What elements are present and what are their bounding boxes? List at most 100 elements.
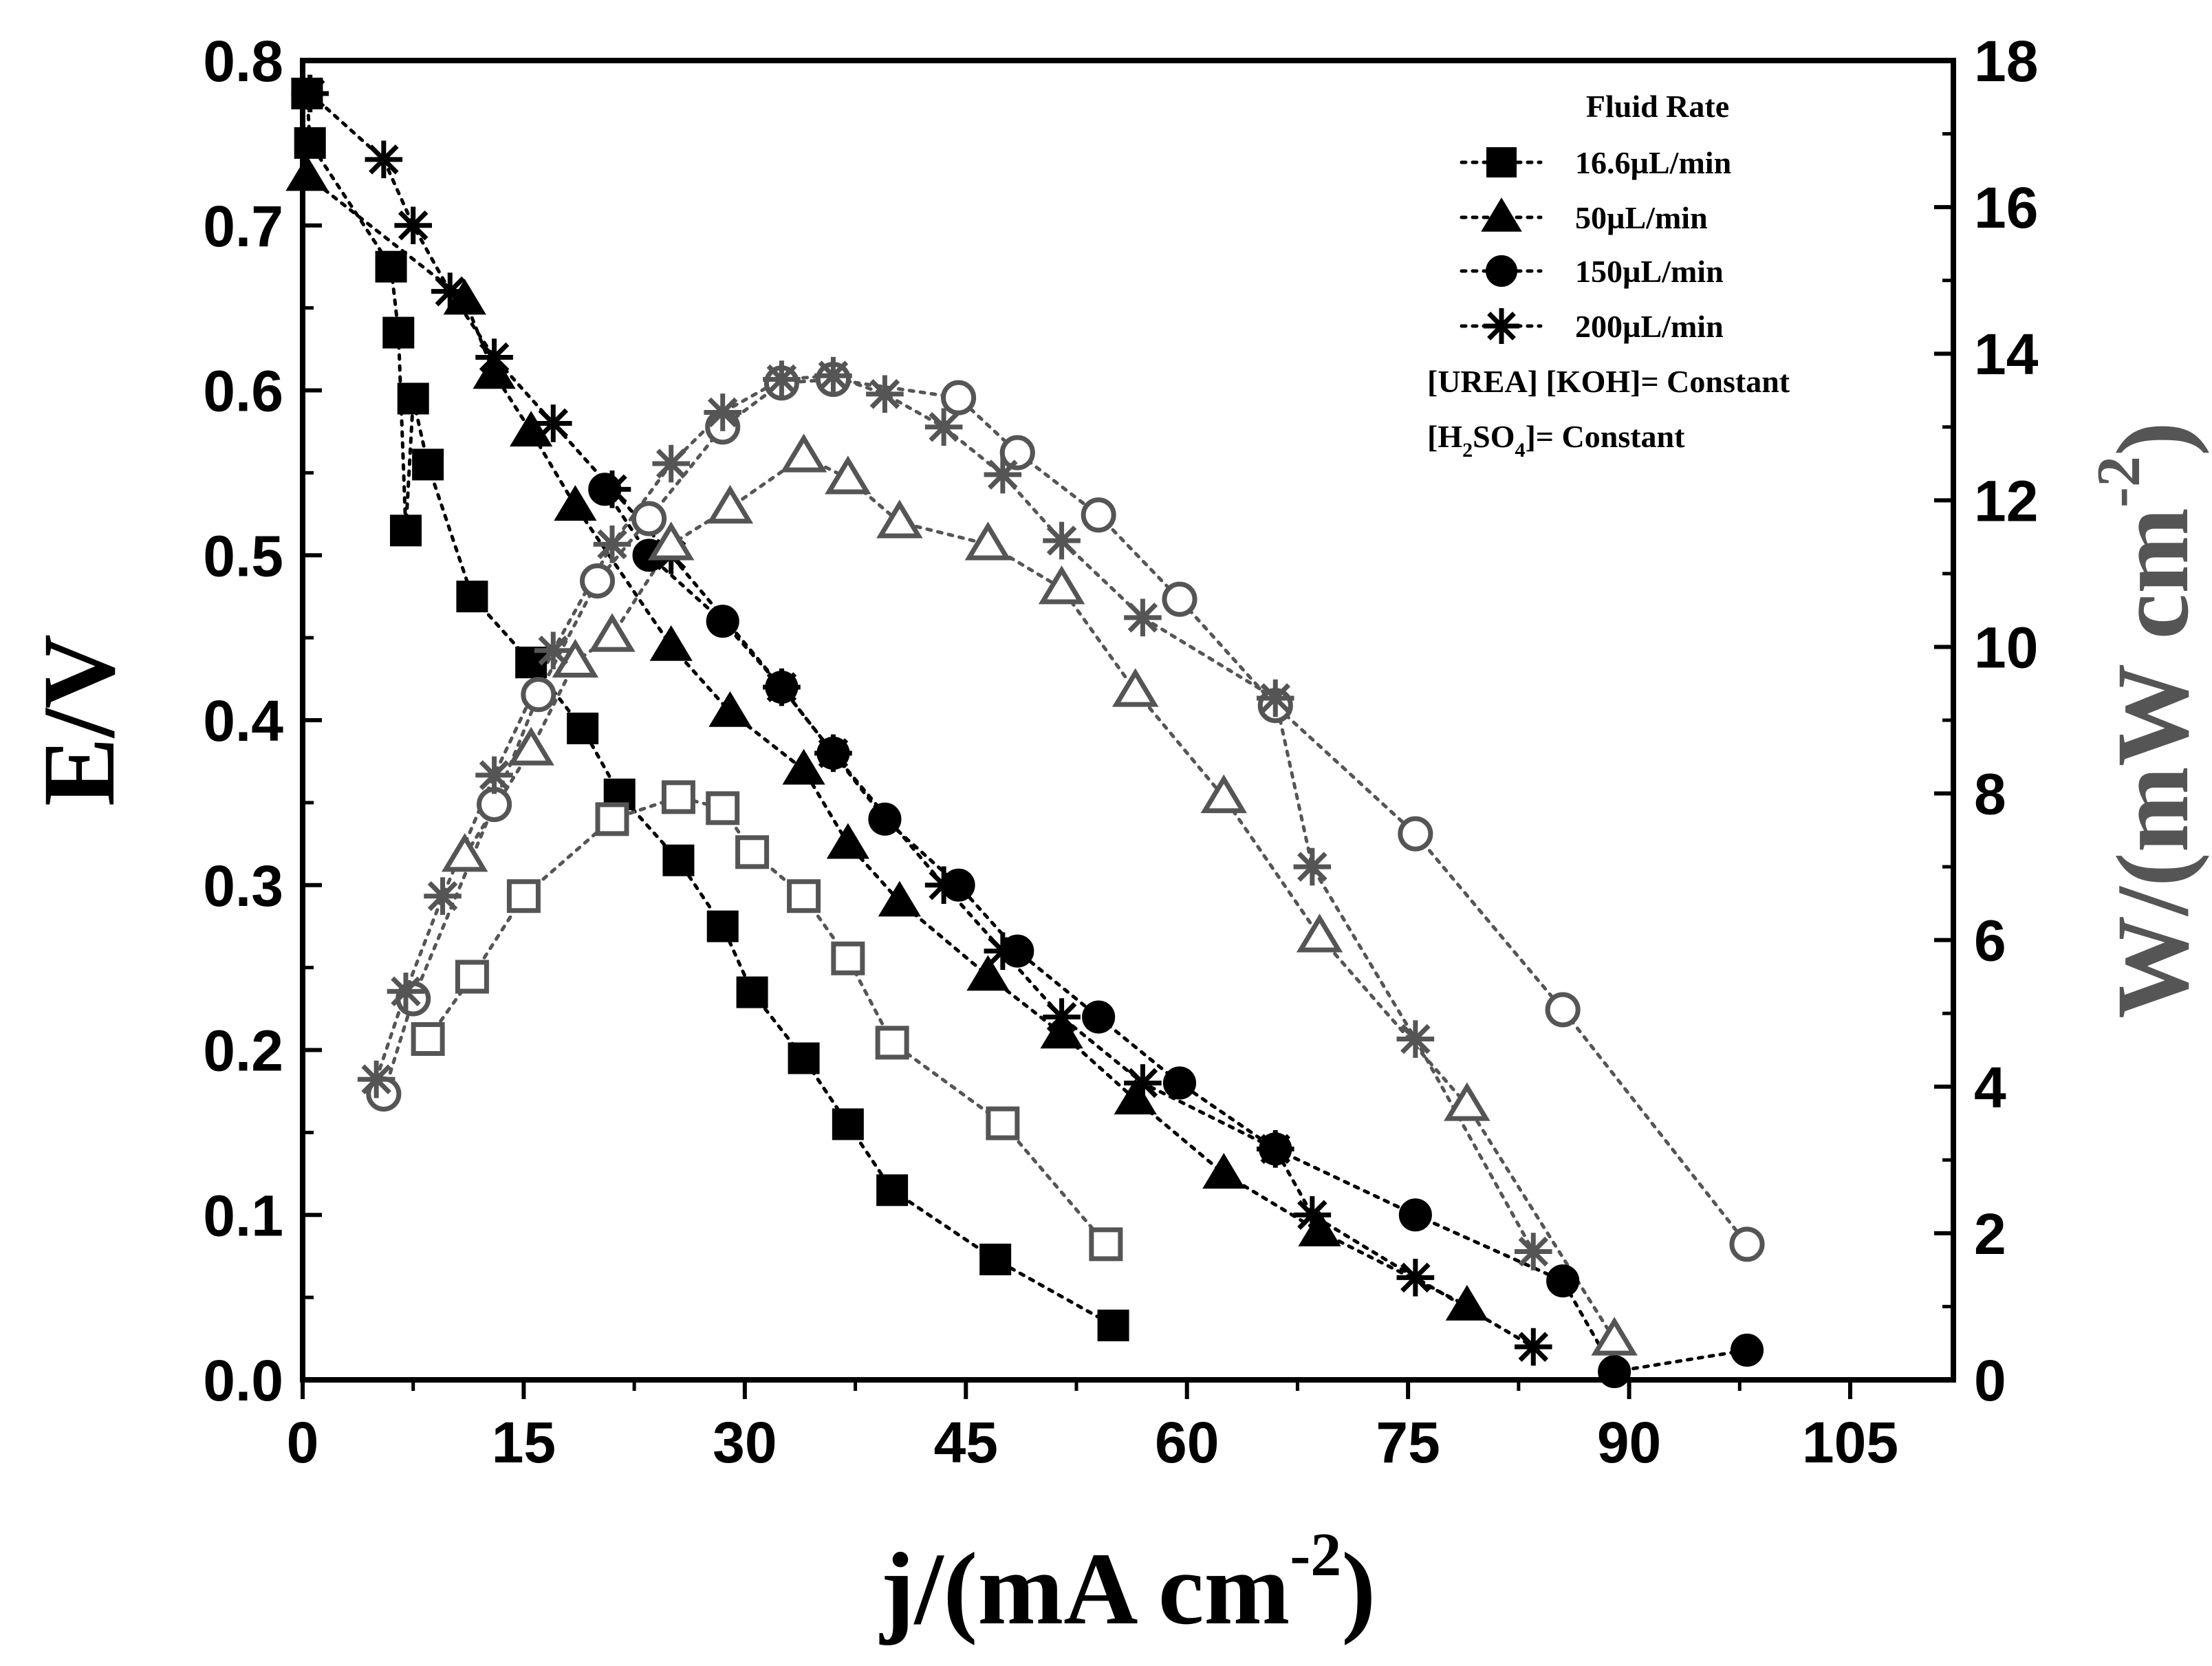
power-point-asterisk-stroke — [361, 1064, 391, 1094]
power-point-asterisk-stroke — [1297, 852, 1327, 882]
power-point-square — [455, 960, 489, 994]
power-point-asterisk-stroke — [479, 760, 510, 790]
y-left-tick-label: 0.5 — [203, 523, 283, 588]
y-right-axis-title: W/(mW cm-2) — [2085, 422, 2210, 1019]
power-point-triangle — [1038, 565, 1085, 605]
power-point-triangle — [508, 726, 554, 766]
power-point-asterisk — [652, 444, 691, 483]
x-tick-label: 0 — [287, 1410, 319, 1475]
series-line-power-5 — [463, 454, 1616, 1341]
legend-marker-asterisk-stroke — [1487, 312, 1516, 340]
legend-entry-label: 16.6µL/min — [1575, 145, 1731, 180]
polarization-point-square — [876, 1174, 909, 1207]
y-right-tick-label: 12 — [1974, 468, 2038, 533]
y-right-tick-label: 2 — [1974, 1202, 2006, 1266]
power-point-asterisk-stroke — [988, 459, 1018, 490]
power-point-square — [787, 879, 821, 913]
power-point-circle — [631, 501, 667, 537]
x-tick-label: 75 — [1376, 1410, 1440, 1475]
power-point-triangle — [706, 484, 754, 524]
polarization-point-triangle — [782, 748, 825, 785]
power-point-asterisk — [1124, 598, 1162, 637]
power-point-asterisk — [475, 756, 513, 794]
polarization-point-triangle — [554, 485, 597, 521]
polarization-point-asterisk-stroke — [1127, 1068, 1158, 1099]
power-point-circle — [941, 380, 977, 415]
power-point-circle — [1545, 992, 1581, 1028]
legend-note-h2so4-mid: SO — [1473, 419, 1515, 454]
polarization-point-triangle — [826, 823, 869, 859]
power-point-triangle — [964, 521, 1012, 561]
power-point-asterisk-stroke — [597, 529, 627, 560]
polarization-point-asterisk — [291, 74, 329, 113]
power-point-asterisk-stroke — [929, 411, 959, 442]
power-point-asterisk — [357, 1060, 395, 1099]
polarization-point-asterisk — [1256, 1130, 1294, 1168]
y-right-tick-label: 10 — [1974, 615, 2038, 680]
polarization-point-asterisk — [1043, 998, 1081, 1036]
power-point-square — [875, 1026, 909, 1060]
y-left-tick-label: 0.4 — [203, 689, 283, 753]
x-tick-label: 90 — [1597, 1410, 1661, 1475]
power-point-circle — [1398, 816, 1433, 852]
polarization-point-circle — [868, 802, 902, 836]
power-point-circle — [1081, 497, 1116, 533]
power-point-triangle — [552, 638, 599, 678]
polarization-point-asterisk — [475, 338, 513, 376]
x-axis-title-sup: -2 — [1290, 1521, 1341, 1589]
polarization-point-asterisk — [431, 272, 469, 310]
series-markers — [285, 74, 1765, 1389]
legend-note-h2so4-sub2: 4 — [1515, 439, 1525, 462]
power-point-asterisk — [534, 631, 572, 670]
power-point-asterisk-stroke — [1046, 526, 1077, 556]
polarization-point-circle — [1546, 1264, 1580, 1298]
power-point-asterisk — [593, 525, 631, 563]
power-point-asterisk — [1043, 521, 1081, 560]
legend-note-h2so4-pre: [H — [1427, 419, 1462, 454]
y-right-tick-label: 4 — [1974, 1055, 2006, 1120]
power-point-square — [1089, 1227, 1123, 1262]
y-right-axis-title-main: W/(mW cm — [2096, 508, 2210, 1019]
polarization-point-triangle — [966, 955, 1010, 991]
power-point-circle — [1162, 581, 1197, 617]
polarization-point-square — [390, 515, 422, 547]
legend-note-h2so4-post: ]= Constant — [1525, 419, 1685, 454]
x-axis-title-close: ) — [1341, 1532, 1376, 1646]
polarization-point-square — [706, 910, 739, 942]
polarization-point-square — [375, 250, 407, 283]
power-point-square — [595, 802, 629, 836]
series-line-polarization-2 — [603, 487, 1749, 1374]
power-point-triangle — [1200, 774, 1248, 814]
power-point-asterisk-stroke — [1400, 1024, 1431, 1054]
legend-title: Fluid Rate — [1586, 89, 1729, 124]
power-point-asterisk — [1293, 847, 1332, 886]
polarization-point-asterisk — [924, 866, 963, 905]
legend-note-h2so4-sub: 2 — [1462, 439, 1473, 462]
polarization-point-asterisk-stroke — [369, 144, 399, 175]
x-tick-label: 15 — [492, 1410, 556, 1475]
polarization-point-triangle — [878, 880, 921, 917]
polarization-point-square — [456, 581, 488, 613]
polarization-point-square — [382, 316, 415, 349]
y-left-tick-label: 0.3 — [203, 854, 283, 918]
power-point-asterisk — [763, 360, 801, 398]
series-line-polarization-3 — [308, 91, 1535, 1349]
polarization-point-triangle — [285, 155, 329, 191]
power-point-triangle — [589, 613, 636, 652]
legend-marker-asterisk — [1484, 308, 1519, 344]
power-point-triangle — [780, 433, 827, 473]
polarization-point-asterisk — [394, 206, 433, 245]
power-point-asterisk-stroke — [766, 364, 797, 395]
polarization-point-asterisk-stroke — [766, 672, 797, 702]
power-point-square — [706, 791, 740, 825]
power-point-triangle — [825, 455, 871, 495]
y-right-ticks: 0 2 4 6 8 10 12 14 16 18 — [1934, 29, 2039, 1413]
polarization-point-asterisk-stroke — [988, 935, 1018, 966]
polarization-point-asterisk — [365, 140, 403, 179]
polarization-point-asterisk — [814, 734, 852, 772]
power-point-asterisk-stroke — [1260, 683, 1291, 713]
polarization-point-square — [832, 1108, 864, 1140]
power-point-asterisk — [924, 408, 963, 446]
y-left-tick-label: 0.6 — [203, 359, 283, 424]
